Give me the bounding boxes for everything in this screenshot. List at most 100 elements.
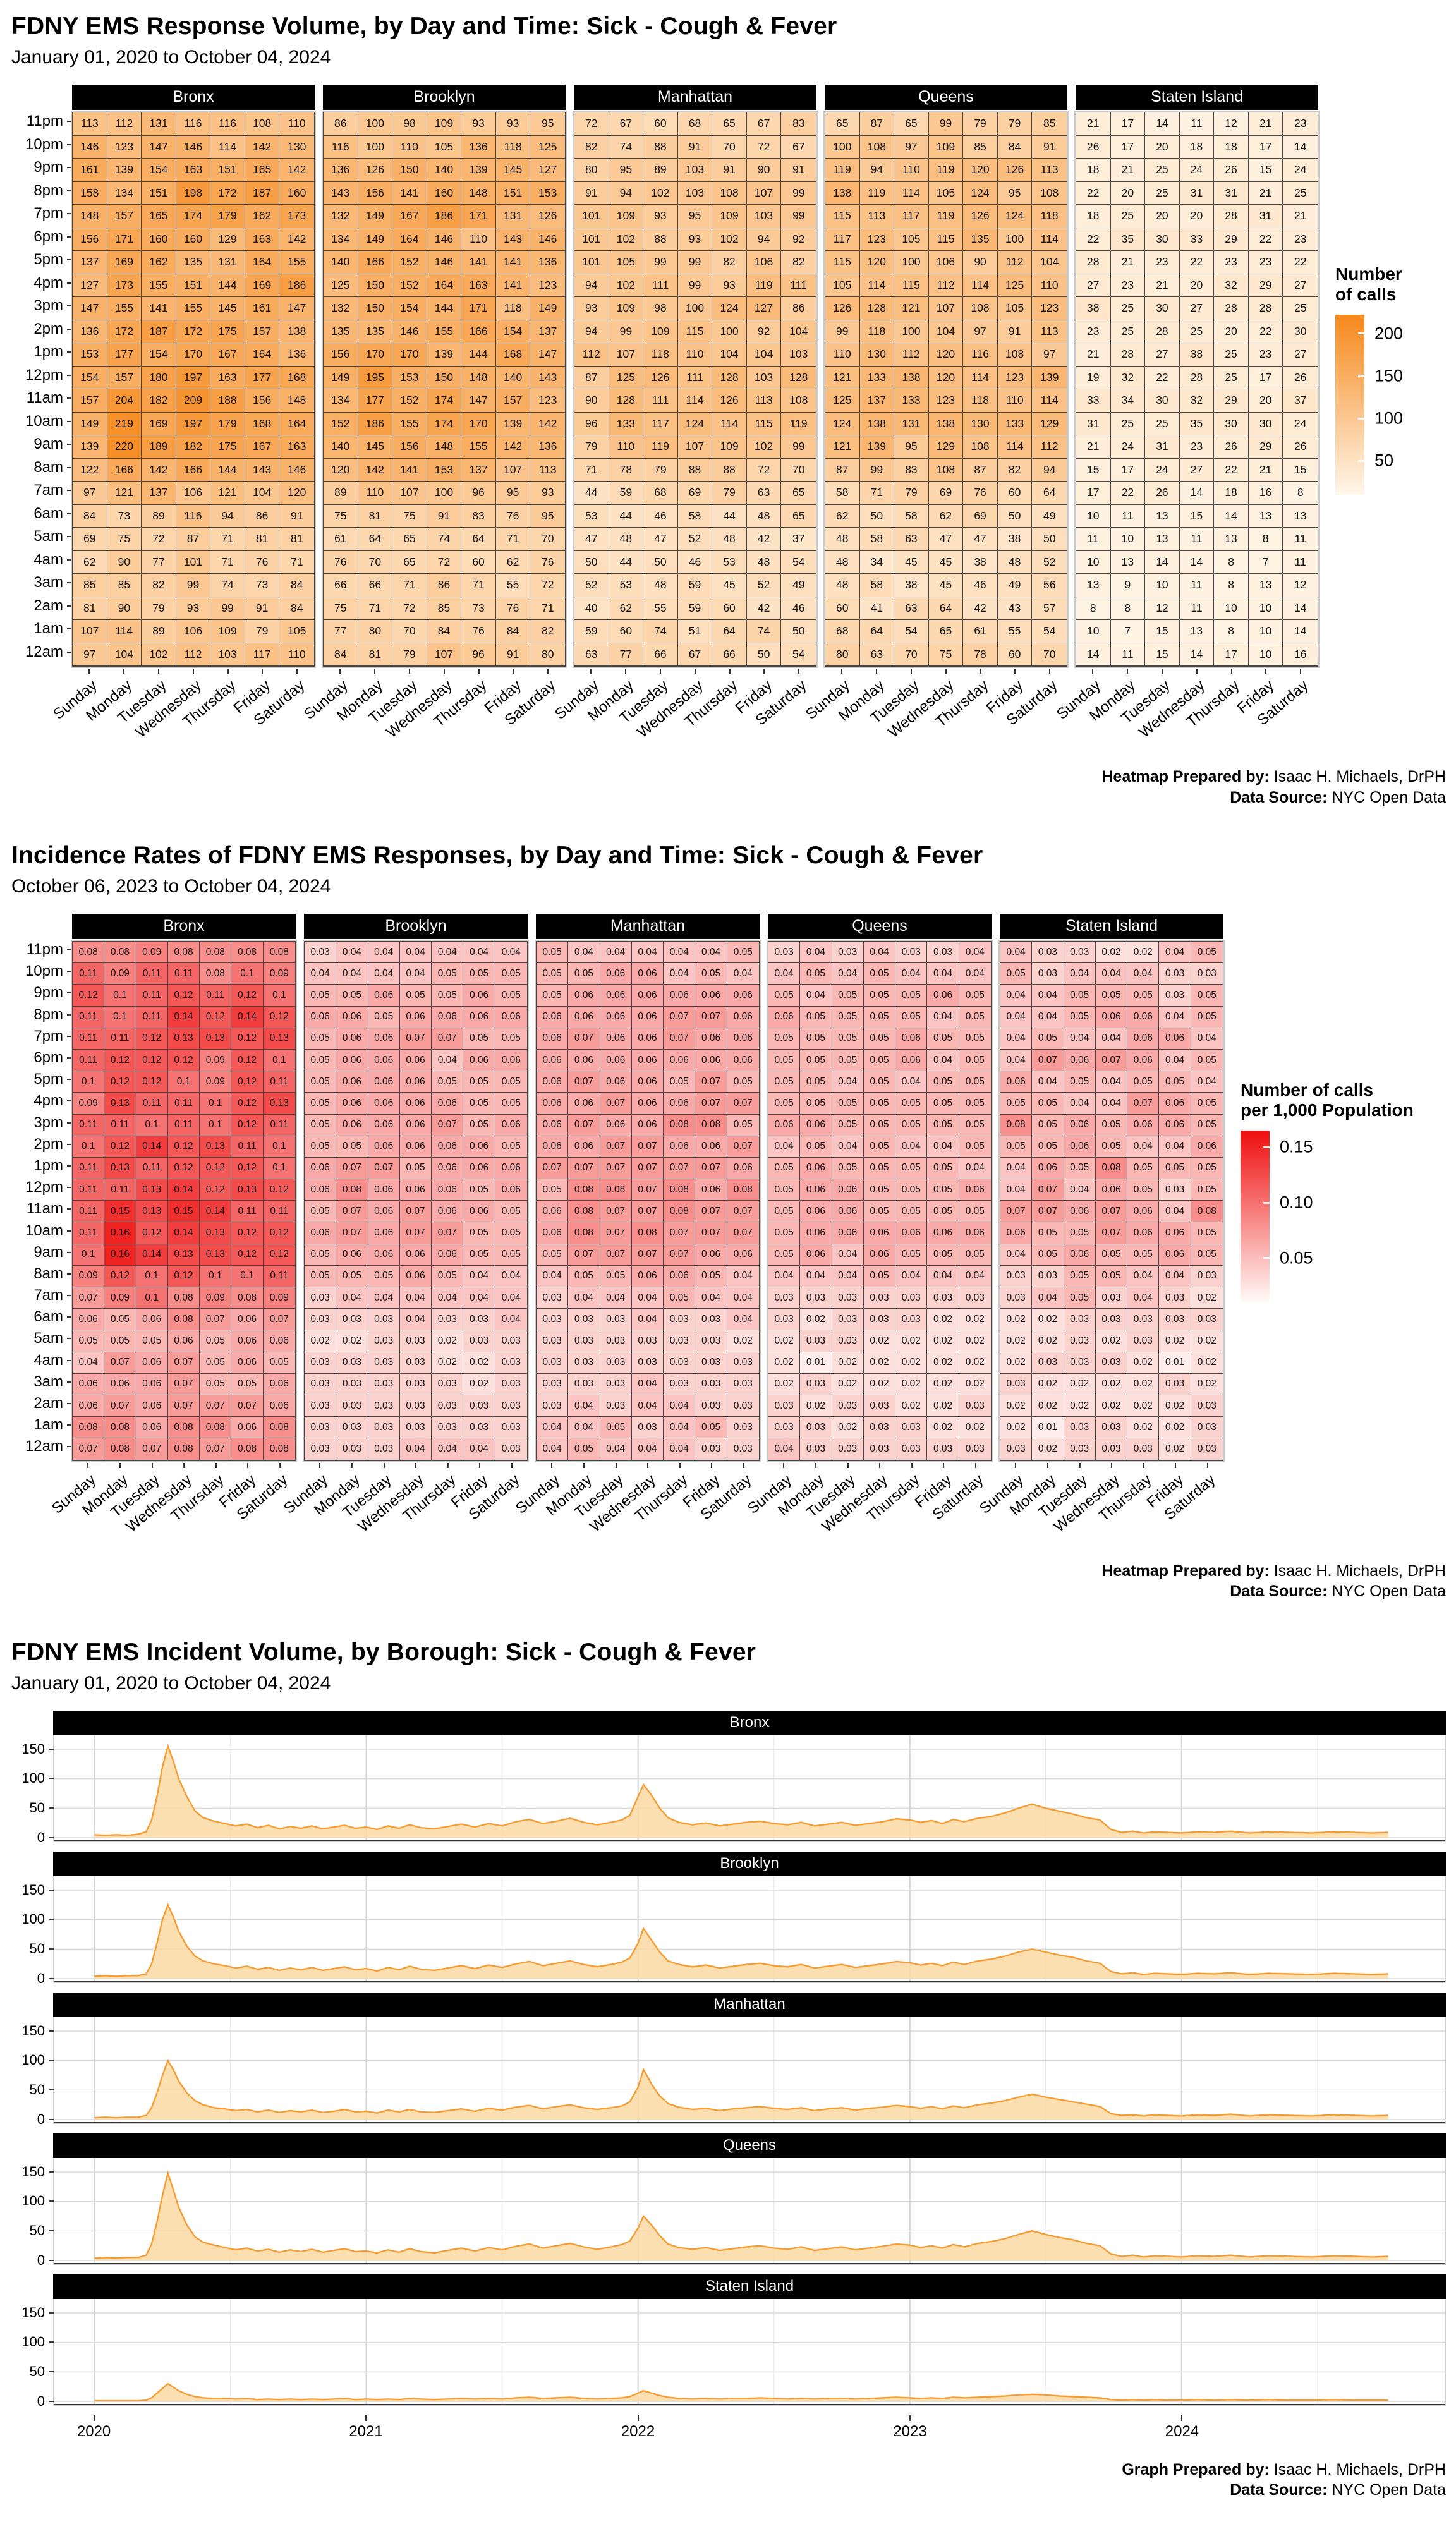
heatmap-cell: 74 [427,528,462,551]
heatmap-cell: 33 [1076,389,1111,413]
heatmap-cell: 89 [643,159,678,182]
heatmap-cell: 50 [746,643,782,666]
heatmap-cell: 0.09 [136,942,168,964]
heatmap-cell: 130 [279,135,314,159]
heatmap-cell: 57 [1032,597,1067,620]
heatmap-cell: 0.07 [631,1136,664,1158]
axis-tick [660,669,661,674]
heatmap-cell: 99 [677,251,713,274]
heatmap-cell: 0.05 [568,1438,600,1460]
x-tick-label: 2021 [349,2422,383,2440]
heatmap-cell: 84 [427,620,462,643]
heatmap-panel-queens: Queens 0.03 0.04 0.03 0.04 0.03 0.03 0.04 0.04 0.… [744,914,992,1544]
heatmap-cell: 0.12 [231,1071,264,1093]
axis-tick [67,1143,72,1145]
heatmap-cell: 0.05 [1064,1222,1096,1244]
heatmap-cell: 0.05 [463,1071,495,1093]
heatmap-cell: 25 [1283,181,1318,205]
heatmap-cell: 101 [574,228,609,251]
heatmap-cell: 139 [859,435,895,459]
hour-label: 3pm [11,294,72,318]
heatmap-cell: 128 [781,366,816,389]
heatmap-cell: 0.06 [832,1201,864,1223]
heatmap-cell: 17 [1076,482,1111,505]
heatmap-cell: 0.03 [399,1330,432,1352]
heatmap-cell: 112 [997,251,1033,274]
heatmap-cell: 0.05 [463,1093,495,1115]
heatmap-cell: 0.06 [463,985,495,1007]
axis-tick [87,1462,89,1468]
heatmap-cell: 0.02 [863,1330,896,1352]
panel-title: Manhattan [574,85,816,110]
heatmap-cell: 29 [1248,435,1283,459]
heatmap-cell: 0.14 [167,1006,200,1028]
heatmap-cell: 0.06 [695,1244,727,1266]
heatmap-cell: 0.13 [167,1028,200,1050]
heatmap-cell: 10 [1248,643,1283,666]
heatmap-cell: 0.03 [863,1395,896,1417]
heatmap-cell: 48 [825,574,860,597]
legend-title: Number of calls per 1,000 Population [1241,1079,1414,1120]
heatmap-cell: 0.03 [399,1395,432,1417]
heatmap-cell: 14 [1145,550,1180,574]
heatmap-cell: 0.07 [695,1157,727,1180]
heatmap-cell: 0.04 [631,1373,664,1395]
heatmap-cell: 0.06 [495,1114,527,1136]
heatmap-cell: 0.12 [263,1244,295,1266]
heatmap-panel-queens: Queens 65 87 65 99 79 79 85 100 108 97 109 85 84 91 119… [803,85,1067,750]
hour-label: 5pm [11,1069,72,1090]
heatmap-cell: 48 [746,550,782,574]
heatmap-cell: 97 [73,643,107,666]
heatmap-cell: 0.02 [927,1330,959,1352]
heatmap-cell: 102 [142,643,176,666]
heatmap-cell: 25 [1283,297,1318,320]
heatmap-cell: 45 [894,550,929,574]
heatmap-cell: 120 [279,482,314,505]
axis-tick [49,1778,54,1780]
heatmap-cell: 135 [176,251,211,274]
heatmap-cell: 53 [574,504,609,528]
heatmap-cell: 25 [1179,320,1215,343]
chart3-title: FDNY EMS Incident Volume, by Borough: Si… [11,1638,756,1666]
heatmap-cell: 0.04 [664,1395,696,1417]
heatmap-cell: 105 [928,181,964,205]
heatmap-cell: 115 [746,412,782,435]
heatmap-cell: 0.03 [463,1309,495,1331]
hour-label: 4pm [11,272,72,295]
heatmap-cell: 0.03 [1064,1417,1096,1439]
heatmap-cell: 0.04 [1095,1093,1128,1115]
heatmap-cell: 123 [530,274,565,297]
heatmap-cell: 49 [781,574,816,597]
heatmap-cell: 0.05 [832,1093,864,1115]
heatmap-cell: 146 [392,320,427,343]
heatmap-cell: 7 [1110,620,1146,643]
heatmap-cell: 96 [461,482,496,505]
heatmap-cell: 0.06 [336,1093,368,1115]
heatmap-cell: 143 [324,181,358,205]
heatmap-cell: 125 [324,274,358,297]
heatmap-cell: 0.05 [832,1028,864,1050]
heatmap-cell: 0.06 [1064,1114,1096,1136]
heatmap-cell: 0.08 [600,1179,632,1201]
heatmap-cell: 0.06 [631,985,664,1007]
heatmap-cell: 177 [358,389,393,413]
heatmap-cell: 38 [997,528,1033,551]
heatmap-cell: 102 [643,181,678,205]
heatmap-cell: 0.03 [1032,1352,1064,1374]
heatmap-cell: 120 [963,159,998,182]
heatmap-cell: 0.03 [1191,1417,1223,1439]
heatmap-cell: 0.05 [768,1093,801,1115]
legend-tick-label: 0.05 [1280,1248,1313,1268]
heatmap-cell: 69 [677,482,713,505]
heatmap-cell: 177 [107,343,142,367]
heatmap-cell: 86 [245,504,280,528]
heatmap-cell: 105 [427,135,462,159]
heatmap-cell: 0.02 [432,1352,464,1374]
axis-tick [227,669,229,674]
heatmap-cell: 0.04 [73,1352,105,1374]
heatmap-cell: 104 [245,482,280,505]
heatmap-cell: 99 [176,574,211,597]
heatmap-cell: 0.03 [600,1309,632,1331]
heatmap-cell: 65 [781,482,816,505]
day-axis: Sunday Monday Tuesday Wednesday Thursday Frid… [301,667,566,750]
